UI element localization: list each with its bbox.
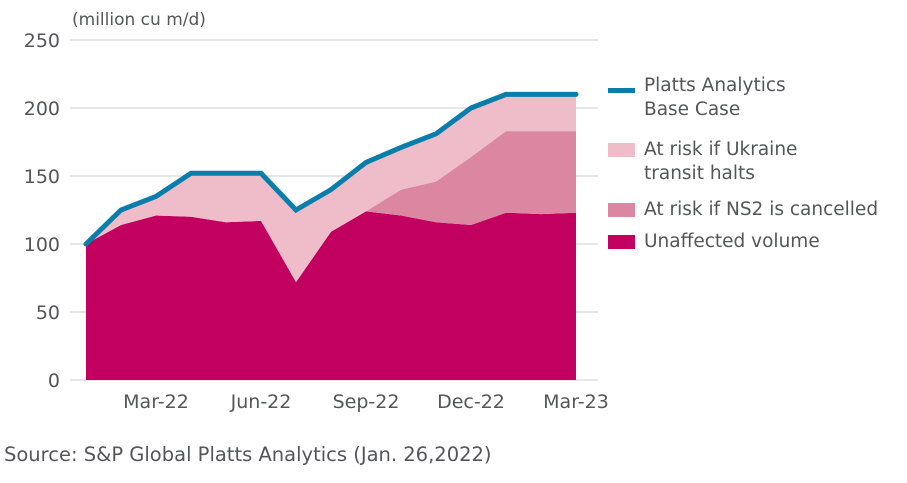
y-tick-label: 250 bbox=[24, 30, 60, 52]
legend-item-ns2-risk: At risk if NS2 is cancelled bbox=[606, 198, 906, 222]
y-tick-label: 0 bbox=[48, 370, 60, 392]
x-tick-label: Mar-23 bbox=[543, 391, 609, 413]
x-tick-label: Dec-22 bbox=[437, 391, 505, 413]
source-note: Source: S&P Global Platts Analytics (Jan… bbox=[4, 443, 492, 466]
legend-swatch-unaffected bbox=[608, 235, 635, 249]
stacked-areas bbox=[86, 94, 576, 380]
area-at-risk-if-ukraine-transit-halts bbox=[86, 94, 576, 283]
lines bbox=[83, 91, 579, 247]
x-tick-label: Jun-22 bbox=[230, 391, 292, 413]
x-tick-label: Mar-22 bbox=[123, 391, 189, 413]
legend-label: At risk if NS2 is cancelled bbox=[644, 199, 879, 220]
area-unaffected-volume bbox=[86, 211, 576, 380]
x-axis: Mar-22 Jun-22 Sep-22 Dec-22 Mar-23 bbox=[123, 391, 609, 413]
legend-item-ukraine-risk: At risk if Ukraine transit halts bbox=[606, 138, 906, 186]
legend-swatch-ns2-risk bbox=[608, 203, 635, 217]
legend-item-base-case: Platts Analytics Base Case bbox=[606, 74, 906, 122]
legend-label: Unaffected volume bbox=[644, 231, 820, 252]
legend: Platts Analytics Base Case At risk if Uk… bbox=[606, 74, 906, 264]
y-tick-label: 50 bbox=[36, 302, 60, 324]
y-tick-label: 100 bbox=[24, 234, 60, 256]
legend-label: At risk if Ukraine transit halts bbox=[644, 139, 798, 184]
y-tick-label: 150 bbox=[24, 166, 60, 188]
y-tick-label: 200 bbox=[24, 98, 60, 120]
y-axis-unit-label: (million cu m/d) bbox=[72, 10, 206, 30]
x-tick-label: Sep-22 bbox=[333, 391, 400, 413]
legend-item-unaffected: Unaffected volume bbox=[606, 230, 906, 254]
legend-label: Platts Analytics Base Case bbox=[644, 75, 786, 120]
legend-swatch-base-case bbox=[608, 88, 635, 93]
legend-swatch-ukraine-risk bbox=[608, 143, 635, 157]
y-axis: 0 50 100 150 200 250 bbox=[24, 30, 60, 392]
area-at-risk-if-ns2-is-cancelled bbox=[86, 131, 576, 283]
